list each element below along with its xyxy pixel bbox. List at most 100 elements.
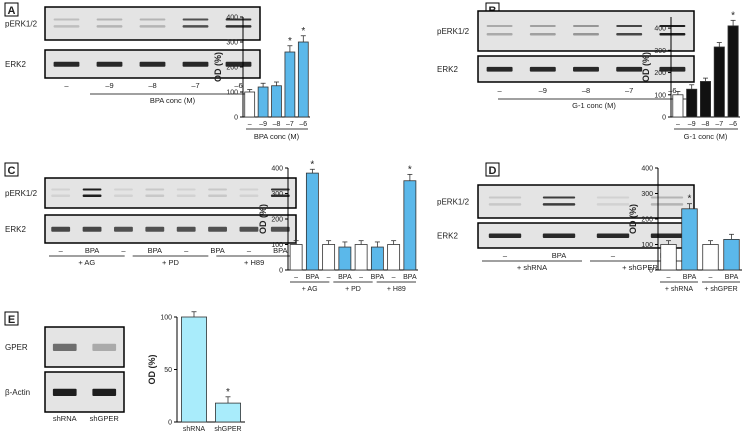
blot-band xyxy=(542,203,576,206)
blot-band xyxy=(139,18,166,21)
panel-letter-box xyxy=(485,162,500,177)
y-tick-label: 100 xyxy=(654,92,666,99)
blot-band xyxy=(573,33,599,36)
blot-band xyxy=(616,25,643,27)
bar xyxy=(672,94,684,118)
bar xyxy=(723,238,740,271)
bar xyxy=(403,180,417,271)
x-tick-label: – xyxy=(667,274,671,281)
x-group-label: + H89 xyxy=(387,286,406,293)
y-tick-label: 300 xyxy=(654,48,666,55)
blot-lane-label: –7 xyxy=(191,81,199,90)
blot-band xyxy=(486,33,513,36)
blot-band xyxy=(486,66,513,72)
blot-band xyxy=(96,61,123,67)
blot-group-label: + shGPER xyxy=(622,263,658,272)
blot-frame xyxy=(477,10,695,52)
blot-band xyxy=(488,203,522,206)
blot-band xyxy=(92,343,117,351)
blot-band xyxy=(596,203,630,206)
blot-band xyxy=(650,233,684,238)
x-axis-label: G-1 conc (M) xyxy=(684,132,728,141)
significance-asterisk: * xyxy=(226,387,230,398)
blot-band xyxy=(659,33,686,36)
bar xyxy=(257,86,269,118)
y-tick-label: 200 xyxy=(654,70,666,77)
blot-band xyxy=(53,18,80,21)
blot-band xyxy=(225,18,252,21)
blot-band xyxy=(92,388,117,396)
y-tick-label: 100 xyxy=(271,242,283,249)
blot-band xyxy=(114,194,133,197)
blot-row-label: pERK1/2 xyxy=(5,189,38,198)
blot-band xyxy=(486,25,513,27)
blot-lane-label: – xyxy=(611,251,616,260)
blot-row-label: GPER xyxy=(5,343,28,352)
blot-band xyxy=(139,61,166,67)
blot-lane-label: shGPER xyxy=(90,414,120,423)
panel-letter: C xyxy=(8,165,16,177)
blot-lane-label: –6 xyxy=(234,81,242,90)
significance-asterisk: * xyxy=(301,26,305,37)
blot-frame xyxy=(477,184,695,219)
blot-band xyxy=(51,226,71,232)
blot-band xyxy=(239,188,259,191)
blot-band xyxy=(145,188,165,191)
blot-band xyxy=(96,25,123,28)
x-group-label: + shRNA xyxy=(665,286,694,293)
blot-lane-label: – xyxy=(184,246,189,255)
y-tick-label: 0 xyxy=(662,115,666,122)
y-axis-label: OD (%) xyxy=(641,52,651,82)
significance-asterisk: * xyxy=(688,194,692,205)
bar xyxy=(297,41,309,118)
blot-band xyxy=(542,196,576,199)
significance-asterisk: * xyxy=(731,10,735,21)
blot-band xyxy=(659,25,686,27)
blot-band xyxy=(145,194,165,197)
x-group-label: + PD xyxy=(345,286,361,293)
x-tick-label: –9 xyxy=(259,121,267,128)
x-tick-label: –7 xyxy=(715,121,723,128)
x-group-label: + shGPER xyxy=(704,286,737,293)
y-axis-label: OD (%) xyxy=(258,204,268,234)
y-tick-label: 200 xyxy=(641,217,653,224)
blot-band xyxy=(114,188,133,191)
x-tick-label: –8 xyxy=(273,121,281,128)
bar xyxy=(699,81,712,118)
y-tick-label: 0 xyxy=(279,268,283,275)
x-tick-label: shRNA xyxy=(183,426,206,433)
blot-band xyxy=(114,226,133,232)
x-tick-label: –6 xyxy=(299,121,307,128)
x-tick-label: –8 xyxy=(702,121,710,128)
x-tick-label: – xyxy=(327,274,331,281)
blot-band xyxy=(650,196,684,199)
blot-band xyxy=(176,194,196,197)
y-tick-label: 100 xyxy=(160,315,172,322)
blot-lane-label: BPA xyxy=(210,246,224,255)
panel-e: E GPER β-Actin shRNA shGPER 0 50 100 OD (%) shRNA… xyxy=(4,311,245,433)
bar xyxy=(702,244,719,271)
x-tick-label: – xyxy=(392,274,396,281)
x-tick-label: BPA xyxy=(725,274,739,281)
bar xyxy=(181,316,207,423)
blot-lane-label: –9 xyxy=(105,81,113,90)
blot-band xyxy=(52,343,77,351)
blot-band xyxy=(182,61,209,67)
bar xyxy=(713,46,725,118)
blot-band xyxy=(82,194,102,197)
significance-asterisk: * xyxy=(310,159,314,170)
blot-band xyxy=(239,194,259,197)
blot-band xyxy=(270,188,290,191)
blot-band xyxy=(53,61,80,67)
y-tick-label: 100 xyxy=(641,242,653,249)
blot-lane-label: –8 xyxy=(582,86,590,95)
bar xyxy=(215,402,241,423)
y-tick-label: 300 xyxy=(641,191,653,198)
blot-band xyxy=(182,18,209,21)
bar xyxy=(322,244,336,271)
y-tick-label: 300 xyxy=(226,40,238,47)
blot-band xyxy=(529,66,556,72)
